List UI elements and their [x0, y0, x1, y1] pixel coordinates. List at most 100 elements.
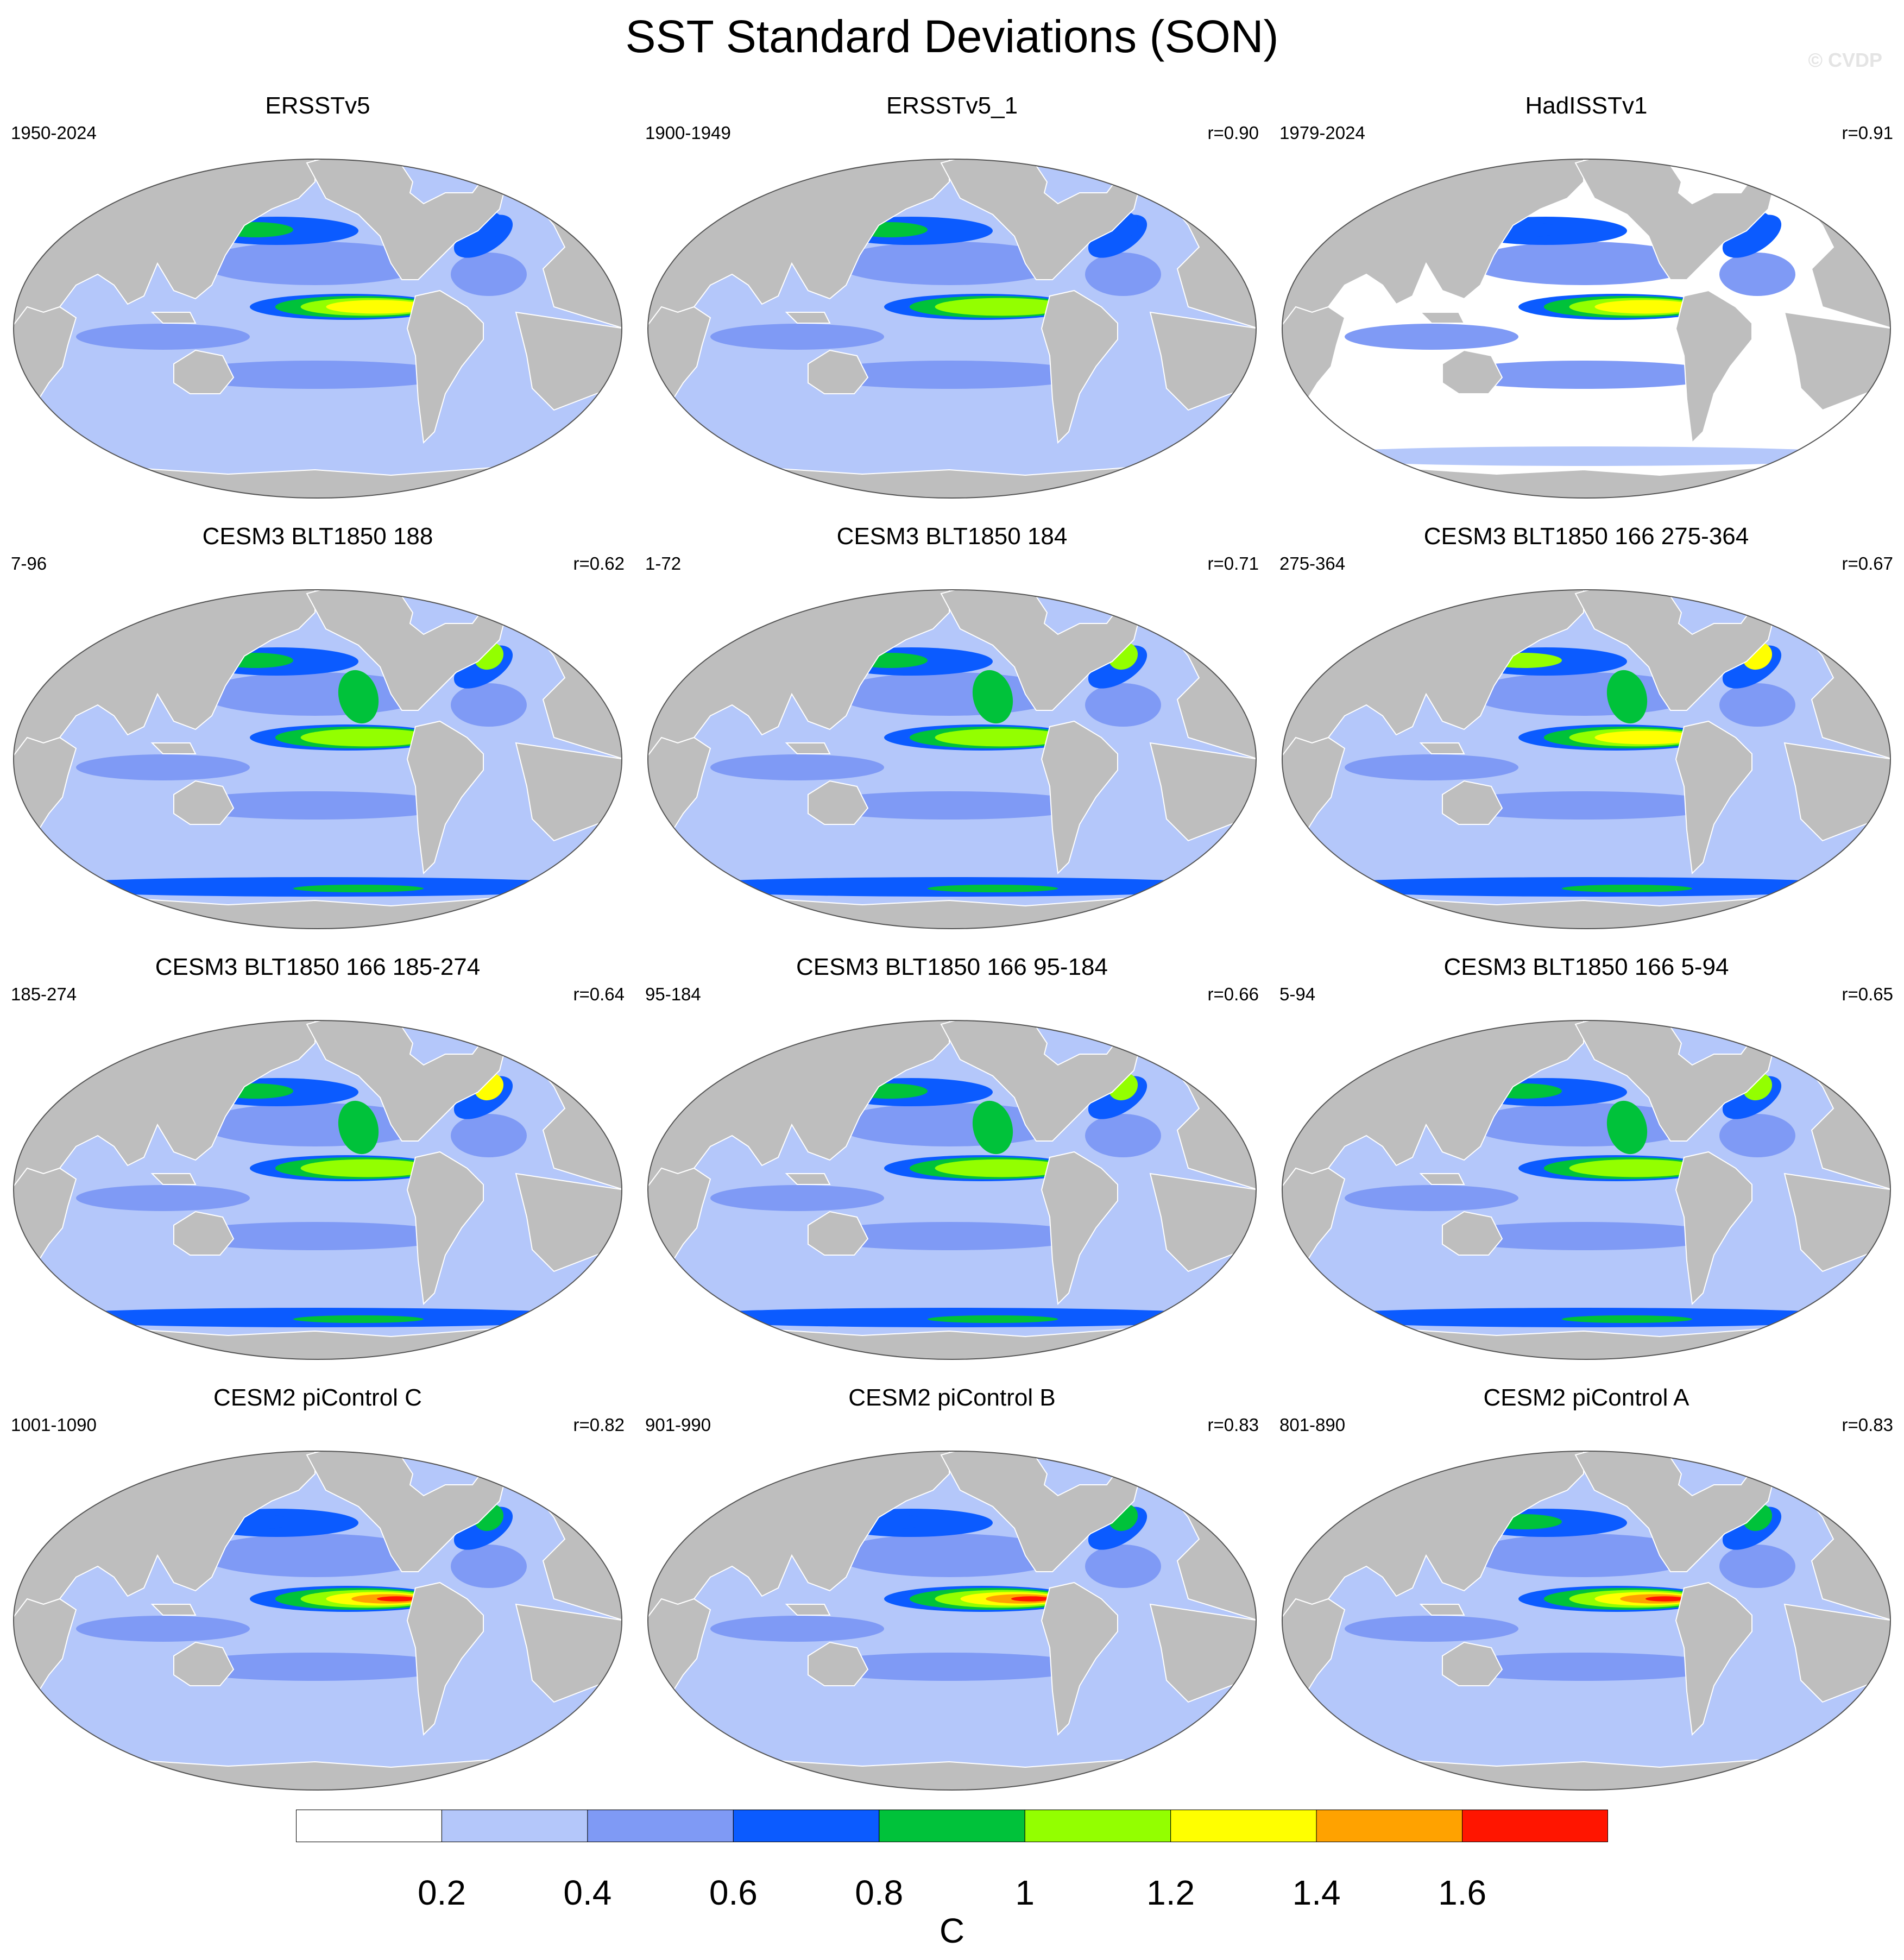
colorbar-tick-label: 0.8	[855, 1873, 904, 1912]
natl-band	[1719, 1545, 1795, 1588]
australia-land	[1442, 1641, 1503, 1686]
panel-pattern-correlation: r=0.91	[1842, 123, 1894, 143]
sst-field	[14, 1020, 622, 1359]
south-america-land	[1675, 720, 1752, 875]
npac-mid-band	[201, 1534, 429, 1577]
north-america-land	[940, 159, 1146, 280]
southern-ocean-peak	[928, 1315, 1058, 1323]
npac-gyre-peak	[338, 670, 379, 724]
maritime-continent-land	[785, 742, 831, 754]
natl-band	[1719, 683, 1795, 727]
map-outline	[13, 1020, 622, 1360]
panel-title: CESM2 piControl A	[1483, 1384, 1689, 1411]
panel-period: 7-96	[11, 553, 47, 573]
robinson-map	[647, 1451, 1257, 1791]
map-panel: CESM3 BLT1850 166 95-184 95-184 r=0.66	[640, 951, 1264, 1380]
southern-ocean-peak	[293, 1315, 424, 1323]
africa-east-land	[1149, 1173, 1256, 1272]
spac-band	[174, 1222, 456, 1250]
sst-field	[1282, 1451, 1890, 1790]
indian-ocean-band	[76, 1185, 250, 1211]
sst-field	[1282, 159, 1890, 498]
robinson-map	[13, 159, 622, 499]
south-america-land	[406, 1581, 484, 1736]
africa-east-land	[1783, 311, 1890, 411]
south-america-land	[1675, 289, 1752, 444]
panel-title: CESM3 BLT1850 166 5-94	[1443, 954, 1729, 980]
australia-land	[1442, 1211, 1503, 1256]
indian-ocean-band	[710, 324, 884, 350]
south-america-land	[406, 289, 484, 444]
panel-pattern-correlation: r=0.62	[573, 553, 625, 573]
southern-ocean-band	[1293, 1738, 1880, 1758]
southern-ocean-band	[659, 446, 1245, 466]
panel-title: CESM2 piControl C	[213, 1384, 422, 1411]
maritime-continent-land	[150, 742, 197, 754]
north-america-land	[306, 1020, 512, 1142]
indian-ocean-band	[710, 754, 884, 780]
panel-period: 1001-1090	[11, 1415, 97, 1435]
indian-ocean-band	[76, 324, 250, 350]
africa-east-land	[1149, 742, 1256, 842]
natl-band	[1719, 253, 1795, 296]
robinson-map	[647, 589, 1257, 929]
panel-period: 1979-2024	[1279, 123, 1365, 143]
npac-gyre-peak	[1606, 1100, 1648, 1155]
antarctica-land	[14, 1327, 622, 1359]
colorbar-tick-label: 1.6	[1438, 1873, 1487, 1912]
map-outline	[1282, 1020, 1891, 1360]
colorbar-segment	[733, 1810, 880, 1842]
south-america-land	[1041, 1581, 1118, 1736]
maritime-continent-land	[1419, 1173, 1465, 1185]
antarctica-land	[14, 897, 622, 929]
australia-land	[173, 780, 235, 825]
australia-land	[1442, 780, 1503, 825]
southern-ocean-band	[659, 1738, 1245, 1758]
enso-tongue-level	[935, 728, 1068, 747]
map-panel: CESM3 BLT1850 166 275-364 275-364 r=0.67	[1274, 520, 1899, 949]
africa-east-land	[1783, 1173, 1890, 1272]
south-america-land	[406, 720, 484, 875]
antarctica-land	[648, 466, 1256, 498]
maritime-continent-land	[1419, 312, 1465, 324]
map-panel: CESM3 BLT1850 184 1-72 r=0.71	[640, 520, 1264, 949]
colorbar-tick-label: 1	[1015, 1873, 1035, 1912]
natl-band	[1719, 1114, 1795, 1157]
australia-land	[173, 1211, 235, 1256]
antarctica-land	[14, 466, 622, 498]
colorbar-segment	[441, 1810, 588, 1842]
natl-band	[451, 683, 527, 727]
panel-pattern-correlation: r=0.71	[1207, 553, 1259, 573]
map-outline	[1282, 159, 1891, 499]
indian-ocean-band	[710, 1616, 884, 1642]
panel-period: 275-364	[1279, 553, 1346, 573]
maritime-continent-land	[150, 1173, 197, 1185]
map-panel: CESM2 piControl A 801-890 r=0.83	[1274, 1382, 1899, 1811]
panel-title: CESM3 BLT1850 184	[836, 523, 1068, 550]
southern-ocean-band	[24, 446, 611, 466]
panel-period: 801-890	[1279, 1415, 1346, 1435]
panel-period: 95-184	[645, 984, 701, 1004]
maritime-continent-land	[150, 1604, 197, 1616]
australia-land	[808, 349, 869, 394]
north-america-land	[306, 590, 512, 711]
panel-period: 901-990	[645, 1415, 711, 1435]
map-outline	[13, 159, 622, 499]
colorbar-tick-label: 0.6	[709, 1873, 758, 1912]
natl-band	[1085, 683, 1161, 727]
australia-land	[808, 1641, 869, 1686]
npac-mid-band	[201, 242, 429, 285]
antarctica-land	[648, 1758, 1256, 1790]
panel-title: CESM3 BLT1850 166 185-274	[155, 954, 481, 980]
enso-tongue-level	[1569, 1159, 1703, 1177]
colorbar-unit-label: C	[939, 1911, 965, 1950]
spac-band	[808, 1653, 1090, 1681]
npac-mid-band	[1470, 242, 1698, 285]
indian-ocean-band	[1345, 1185, 1518, 1211]
southern-ocean-peak	[293, 885, 424, 892]
cvdp-watermark: © CVDP	[1808, 49, 1882, 71]
panel-period: 5-94	[1279, 984, 1316, 1004]
africa-east-land	[1149, 311, 1256, 411]
robinson-map	[1282, 159, 1891, 499]
natl-band	[451, 253, 527, 296]
